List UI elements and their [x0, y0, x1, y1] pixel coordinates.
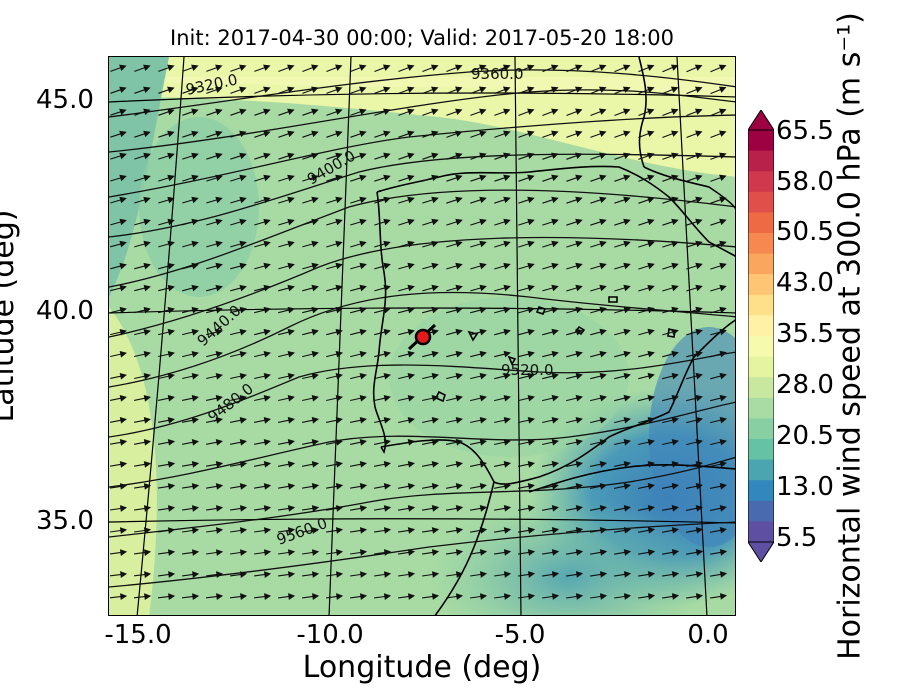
x-tick-minus5: -5.0	[494, 620, 546, 650]
colorbar-tick-35: 35.5	[776, 319, 834, 349]
contour-label-9360: 9360.0	[471, 65, 524, 83]
colorbar-tick-5: 5.5	[776, 523, 818, 553]
coastline	[372, 57, 735, 615]
x-tick-minus15: -15.0	[104, 620, 172, 650]
x-tick-minus10: -10.0	[296, 620, 364, 650]
colorbar-tick-58: 58.0	[776, 167, 834, 197]
colorbar-tick-65: 65.5	[776, 116, 834, 146]
colorbar-tick-20: 20.5	[776, 421, 834, 451]
y-tick-45: 45.0	[36, 85, 94, 115]
colorbar-tick-43: 43.0	[776, 268, 834, 298]
wind-field-low-west	[109, 57, 169, 297]
colorbar-tick-28: 28.0	[776, 370, 834, 400]
wind-vectors	[109, 64, 728, 600]
colorbar-tick-13: 13.0	[776, 472, 834, 502]
map-canvas: 9320.0 9360.0 9400.0 9440.0 9480.0 9520.…	[109, 57, 735, 615]
map-panel[interactable]: 9320.0 9360.0 9400.0 9440.0 9480.0 9520.…	[108, 56, 736, 616]
contour-label-9520: 9520.0	[501, 361, 554, 379]
location-marker[interactable]	[414, 328, 432, 346]
height-contours	[109, 69, 735, 588]
chart-title: Init: 2017-04-30 00:00; Valid: 2017-05-2…	[170, 26, 674, 50]
x-tick-0: 0.0	[687, 620, 729, 650]
x-axis-label: Longitude (deg)	[302, 650, 542, 685]
y-tick-35: 35.0	[36, 506, 94, 536]
colorbar	[748, 110, 774, 562]
y-tick-40: 40.0	[36, 296, 94, 326]
colorbar-tick-50: 50.5	[776, 217, 834, 247]
